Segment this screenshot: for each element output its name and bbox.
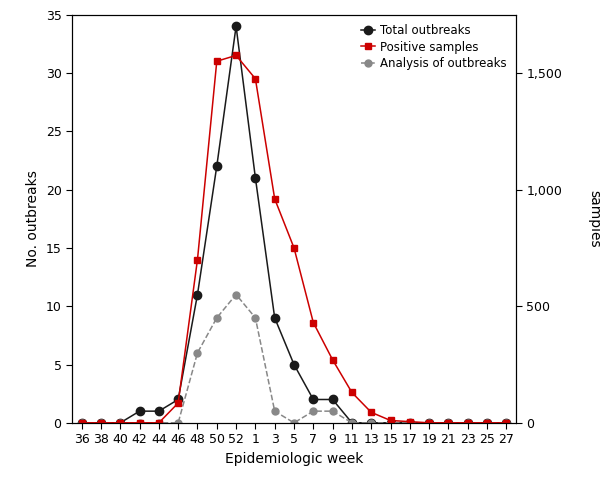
- Positive samples: [213, 58, 220, 64]
- Y-axis label: No. outbreaks: No. outbreaks: [26, 170, 40, 267]
- Positive samples: [425, 420, 433, 426]
- Analysis of outbreaks: [349, 420, 356, 426]
- Total outbreaks: [194, 292, 201, 297]
- Analysis of outbreaks: [116, 420, 124, 426]
- Total outbreaks: [310, 397, 317, 402]
- Analysis of outbreaks: [232, 292, 239, 297]
- Total outbreaks: [484, 420, 491, 426]
- Positive samples: [464, 420, 472, 426]
- Positive samples: [368, 409, 375, 415]
- Analysis of outbreaks: [213, 315, 220, 321]
- Positive samples: [290, 245, 298, 251]
- Analysis of outbreaks: [368, 420, 375, 426]
- Total outbreaks: [136, 408, 143, 414]
- Positive samples: [194, 257, 201, 262]
- Positive samples: [136, 420, 143, 426]
- Total outbreaks: [464, 420, 472, 426]
- Analysis of outbreaks: [155, 420, 163, 426]
- Total outbreaks: [387, 420, 394, 426]
- Analysis of outbreaks: [503, 420, 510, 426]
- Total outbreaks: [155, 408, 163, 414]
- Analysis of outbreaks: [425, 420, 433, 426]
- Analysis of outbreaks: [329, 408, 336, 414]
- Positive samples: [503, 420, 510, 426]
- Legend: Total outbreaks, Positive samples, Analysis of outbreaks: Total outbreaks, Positive samples, Analy…: [358, 20, 510, 74]
- Total outbreaks: [406, 420, 413, 426]
- Analysis of outbreaks: [387, 420, 394, 426]
- Positive samples: [97, 420, 104, 426]
- Total outbreaks: [445, 420, 452, 426]
- Total outbreaks: [116, 420, 124, 426]
- Positive samples: [232, 52, 239, 58]
- Total outbreaks: [290, 362, 298, 367]
- Total outbreaks: [252, 175, 259, 181]
- X-axis label: Epidemiologic week: Epidemiologic week: [225, 452, 363, 466]
- Y-axis label: No. positive
samples: No. positive samples: [587, 178, 600, 260]
- Analysis of outbreaks: [194, 350, 201, 356]
- Analysis of outbreaks: [290, 420, 298, 426]
- Analysis of outbreaks: [406, 420, 413, 426]
- Positive samples: [155, 420, 163, 426]
- Positive samples: [484, 420, 491, 426]
- Line: Analysis of outbreaks: Analysis of outbreaks: [78, 291, 510, 426]
- Positive samples: [252, 76, 259, 82]
- Analysis of outbreaks: [310, 408, 317, 414]
- Total outbreaks: [368, 420, 375, 426]
- Positive samples: [406, 419, 413, 425]
- Total outbreaks: [425, 420, 433, 426]
- Total outbreaks: [329, 397, 336, 402]
- Line: Total outbreaks: Total outbreaks: [77, 22, 511, 427]
- Total outbreaks: [175, 397, 182, 402]
- Total outbreaks: [78, 420, 85, 426]
- Analysis of outbreaks: [445, 420, 452, 426]
- Positive samples: [445, 420, 452, 426]
- Line: Positive samples: Positive samples: [78, 52, 510, 426]
- Analysis of outbreaks: [464, 420, 472, 426]
- Positive samples: [78, 420, 85, 426]
- Total outbreaks: [213, 163, 220, 169]
- Analysis of outbreaks: [97, 420, 104, 426]
- Positive samples: [310, 320, 317, 326]
- Positive samples: [387, 417, 394, 423]
- Positive samples: [175, 400, 182, 406]
- Total outbreaks: [349, 420, 356, 426]
- Positive samples: [329, 357, 336, 363]
- Analysis of outbreaks: [136, 420, 143, 426]
- Positive samples: [116, 420, 124, 426]
- Analysis of outbreaks: [78, 420, 85, 426]
- Positive samples: [349, 390, 356, 396]
- Total outbreaks: [503, 420, 510, 426]
- Total outbreaks: [97, 420, 104, 426]
- Analysis of outbreaks: [271, 408, 278, 414]
- Analysis of outbreaks: [175, 420, 182, 426]
- Total outbreaks: [232, 23, 239, 29]
- Total outbreaks: [271, 315, 278, 321]
- Positive samples: [271, 196, 278, 202]
- Analysis of outbreaks: [484, 420, 491, 426]
- Analysis of outbreaks: [252, 315, 259, 321]
